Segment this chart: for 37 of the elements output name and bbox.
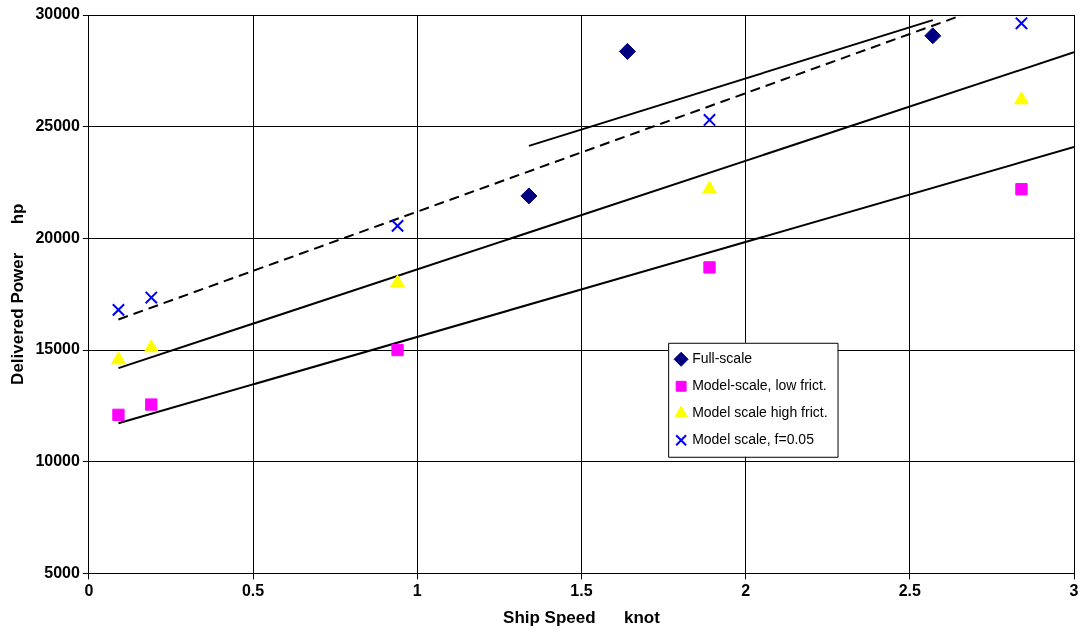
legend-label: Model-scale, low frict. [692, 377, 827, 394]
point [145, 398, 158, 411]
point [112, 408, 125, 421]
y-tick-label: 20000 [35, 228, 80, 246]
legend-label: Model scale, f=0.05 [692, 431, 815, 448]
point [702, 113, 717, 127]
point [390, 219, 405, 233]
point [702, 180, 717, 194]
x-tick-label: 1.5 [570, 582, 593, 600]
x-tick-label: 1 [412, 582, 422, 600]
point [924, 27, 942, 45]
point [1015, 183, 1028, 196]
point [520, 187, 538, 205]
y-tick-label: 25000 [35, 117, 80, 135]
legend-label: Full-scale [692, 350, 753, 367]
point [618, 42, 636, 60]
point [703, 261, 716, 274]
point [111, 351, 126, 365]
point [1014, 16, 1029, 30]
legend-label: Model scale high frict. [692, 404, 828, 421]
x-tick-label: 0.5 [241, 582, 265, 600]
x-tick-label: 2.5 [898, 582, 922, 600]
y-axis-title: Delivered Power hp [7, 203, 27, 385]
x-tick-label: 3 [1069, 582, 1079, 600]
x-tick-label: 2 [741, 582, 751, 600]
x-tick-label: 0 [84, 582, 94, 600]
y-tick-label: 30000 [35, 5, 80, 23]
x-axis-title: Ship Speed knot [503, 608, 661, 628]
point [144, 290, 158, 305]
y-tick-label: 5000 [44, 563, 80, 581]
point [391, 343, 404, 357]
point [1014, 91, 1029, 105]
point [390, 274, 405, 288]
y-tick-label: 10000 [35, 452, 80, 470]
point [143, 339, 159, 353]
point [111, 303, 126, 317]
y-tick-label: 15000 [35, 340, 80, 358]
